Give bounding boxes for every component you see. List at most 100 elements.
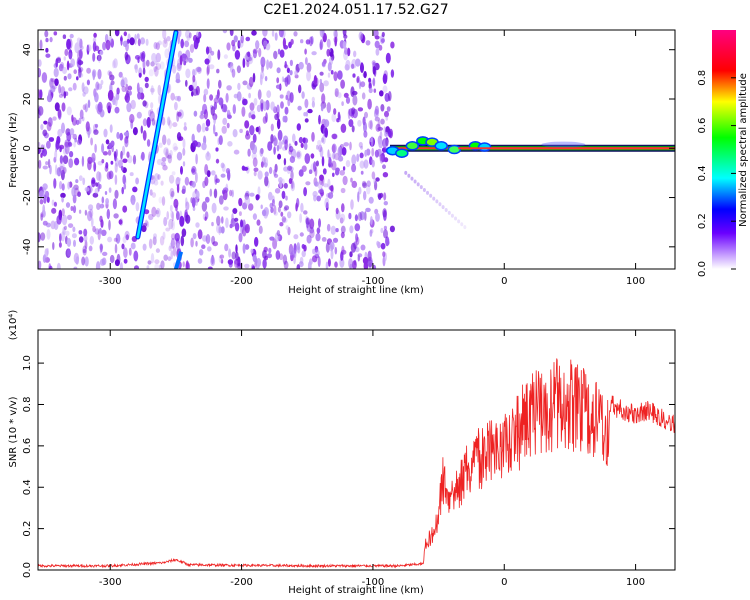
noise-blob (264, 171, 269, 177)
noise-blob (390, 69, 395, 78)
noise-blob (183, 122, 187, 127)
noise-blob (257, 186, 261, 196)
noise-blob (50, 85, 56, 93)
noise-blob (124, 51, 129, 61)
signal-blob (477, 142, 492, 152)
noise-blob (273, 146, 276, 155)
noise-blob (83, 228, 88, 237)
noise-blob (148, 109, 152, 117)
noise-blob (339, 258, 345, 268)
noise-blob (247, 148, 251, 157)
noise-blob (288, 178, 293, 184)
noise-blob (381, 31, 385, 38)
noise-blob (201, 244, 206, 249)
noise-blob (264, 75, 268, 82)
noise-blob (153, 66, 157, 72)
noise-blob (86, 79, 90, 86)
noise-blob (149, 189, 153, 196)
noise-blob (70, 58, 75, 67)
noise-blob (110, 160, 114, 165)
noise-blob (175, 176, 181, 187)
tail-blob (413, 179, 417, 184)
noise-blob (38, 59, 42, 67)
noise-blob (244, 244, 250, 250)
noise-blob (375, 177, 380, 182)
noise-blob (155, 63, 162, 70)
noise-blob (105, 139, 110, 145)
noise-blob (121, 145, 126, 156)
noise-blob (350, 63, 355, 69)
x-tick-label: 0 (501, 276, 507, 287)
noise-blob (311, 131, 315, 142)
spectrogram-traces (135, 30, 675, 269)
noise-blob (128, 247, 132, 256)
noise-blob (249, 102, 255, 111)
noise-blob (287, 226, 291, 236)
tail-blob (447, 210, 451, 215)
noise-blob (182, 185, 186, 193)
noise-blob (329, 48, 334, 57)
noise-blob (371, 159, 374, 165)
noise-blob (251, 144, 258, 155)
noise-blob (144, 76, 149, 82)
noise-blob (278, 200, 283, 208)
noise-blob (142, 243, 147, 251)
noise-blob (49, 164, 52, 175)
noise-blob (42, 129, 48, 137)
noise-blob (93, 161, 97, 172)
noise-blob (195, 240, 198, 247)
noise-blob (317, 180, 323, 190)
noise-blob (41, 187, 47, 198)
noise-blob (47, 158, 51, 169)
noise-blob (92, 225, 96, 233)
noise-blob (105, 162, 109, 169)
noise-blob (40, 144, 45, 154)
noise-blob (382, 85, 388, 93)
noise-blob (42, 204, 46, 215)
noise-blob (134, 64, 138, 70)
noise-blob (260, 161, 264, 168)
noise-blob (161, 196, 166, 206)
noise-blob (216, 215, 221, 226)
noise-blob (362, 182, 367, 189)
noise-blob (326, 48, 331, 57)
noise-blob (340, 213, 346, 223)
plot-frame (37, 329, 676, 571)
noise-blob (81, 116, 85, 122)
noise-blob (63, 91, 67, 99)
noise-blob (375, 123, 381, 132)
tail-blob (404, 170, 408, 175)
noise-blob (234, 217, 239, 222)
noise-blob (79, 109, 84, 120)
noise-blob (281, 190, 286, 200)
noise-blob (366, 180, 371, 187)
noise-blob (92, 52, 96, 62)
noise-blob (150, 174, 156, 185)
noise-blob (227, 170, 231, 181)
noise-blob (40, 152, 43, 158)
noise-blob (50, 91, 53, 101)
noise-blob (386, 106, 391, 112)
noise-blob (327, 61, 332, 72)
noise-blob (309, 36, 313, 47)
noise-blob (105, 39, 111, 51)
noise-blob (305, 217, 311, 225)
tail-blob (422, 188, 426, 193)
noise-blob (130, 99, 136, 110)
noise-blob (277, 206, 281, 213)
noise-blob (242, 57, 246, 69)
noise-blob (89, 235, 95, 245)
noise-blob (114, 157, 119, 167)
noise-blob (363, 71, 367, 79)
noise-blob (41, 72, 48, 83)
noise-blob (388, 91, 392, 102)
noise-blob (180, 165, 183, 175)
noise-blob (305, 57, 308, 65)
noise-blob (192, 75, 196, 83)
noise-blob (253, 171, 257, 177)
snr-ylabel: SNR (10 * v/v) (8, 396, 19, 467)
noise-blob (207, 246, 212, 252)
noise-blob (38, 142, 41, 147)
noise-blob (191, 168, 196, 173)
noise-blob (218, 195, 224, 205)
